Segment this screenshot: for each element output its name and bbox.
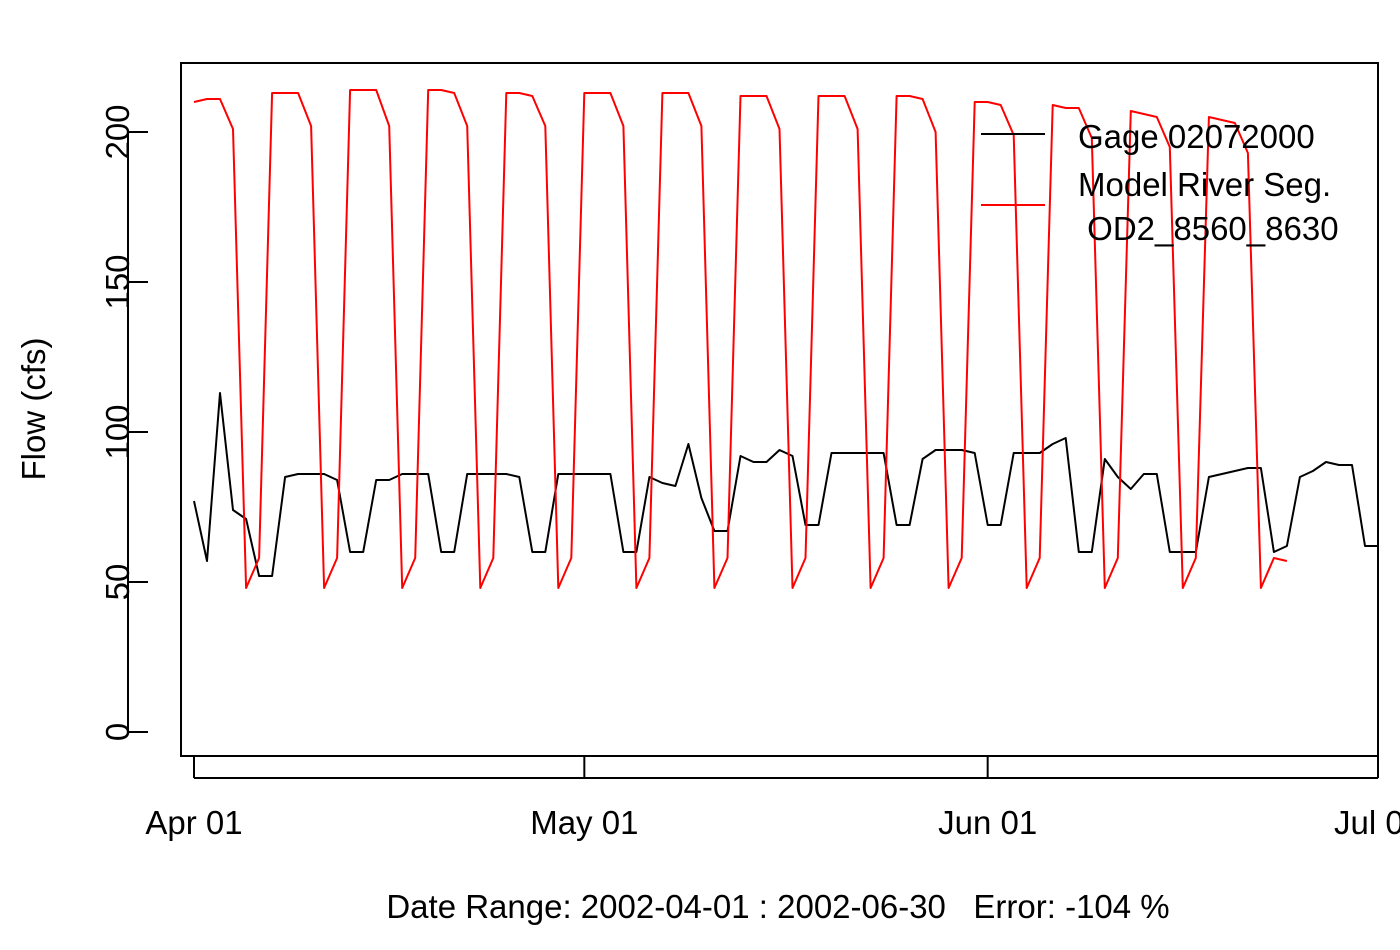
- gage-series-line: [193, 392, 1378, 577]
- x-tick-label: Apr 01: [145, 804, 242, 841]
- y-tick-label: 100: [99, 404, 136, 459]
- y-tick-label: 200: [99, 104, 136, 159]
- x-axis-title: Date Range: 2002-04-01 : 2002-06-30 Erro…: [386, 888, 1169, 925]
- x-axis: Apr 01 May 01 Jun 01 Jul 01: [145, 757, 1400, 841]
- plot-frame: [180, 62, 1379, 757]
- legend: Gage 02072000 Model River Seg. OD2_8560_8…: [981, 118, 1339, 247]
- y-tick-label: 150: [99, 254, 136, 309]
- series-layer: [193, 89, 1378, 589]
- x-tick-label: Jul 01: [1334, 804, 1400, 841]
- legend-label-gage: Gage 02072000: [1078, 118, 1315, 155]
- x-tick-label: Jun 01: [938, 804, 1037, 841]
- y-axis-title: Flow (cfs): [15, 338, 52, 481]
- x-tick-label: May 01: [530, 804, 638, 841]
- legend-label-model: OD2_8560_8630: [1078, 210, 1339, 247]
- y-tick-label: 0: [99, 723, 136, 741]
- model-series-line: [193, 89, 1288, 589]
- y-axis: 0 50 100 150 200: [99, 104, 148, 741]
- legend-label-model: Model River Seg.: [1078, 166, 1331, 203]
- y-tick-label: 50: [99, 564, 136, 601]
